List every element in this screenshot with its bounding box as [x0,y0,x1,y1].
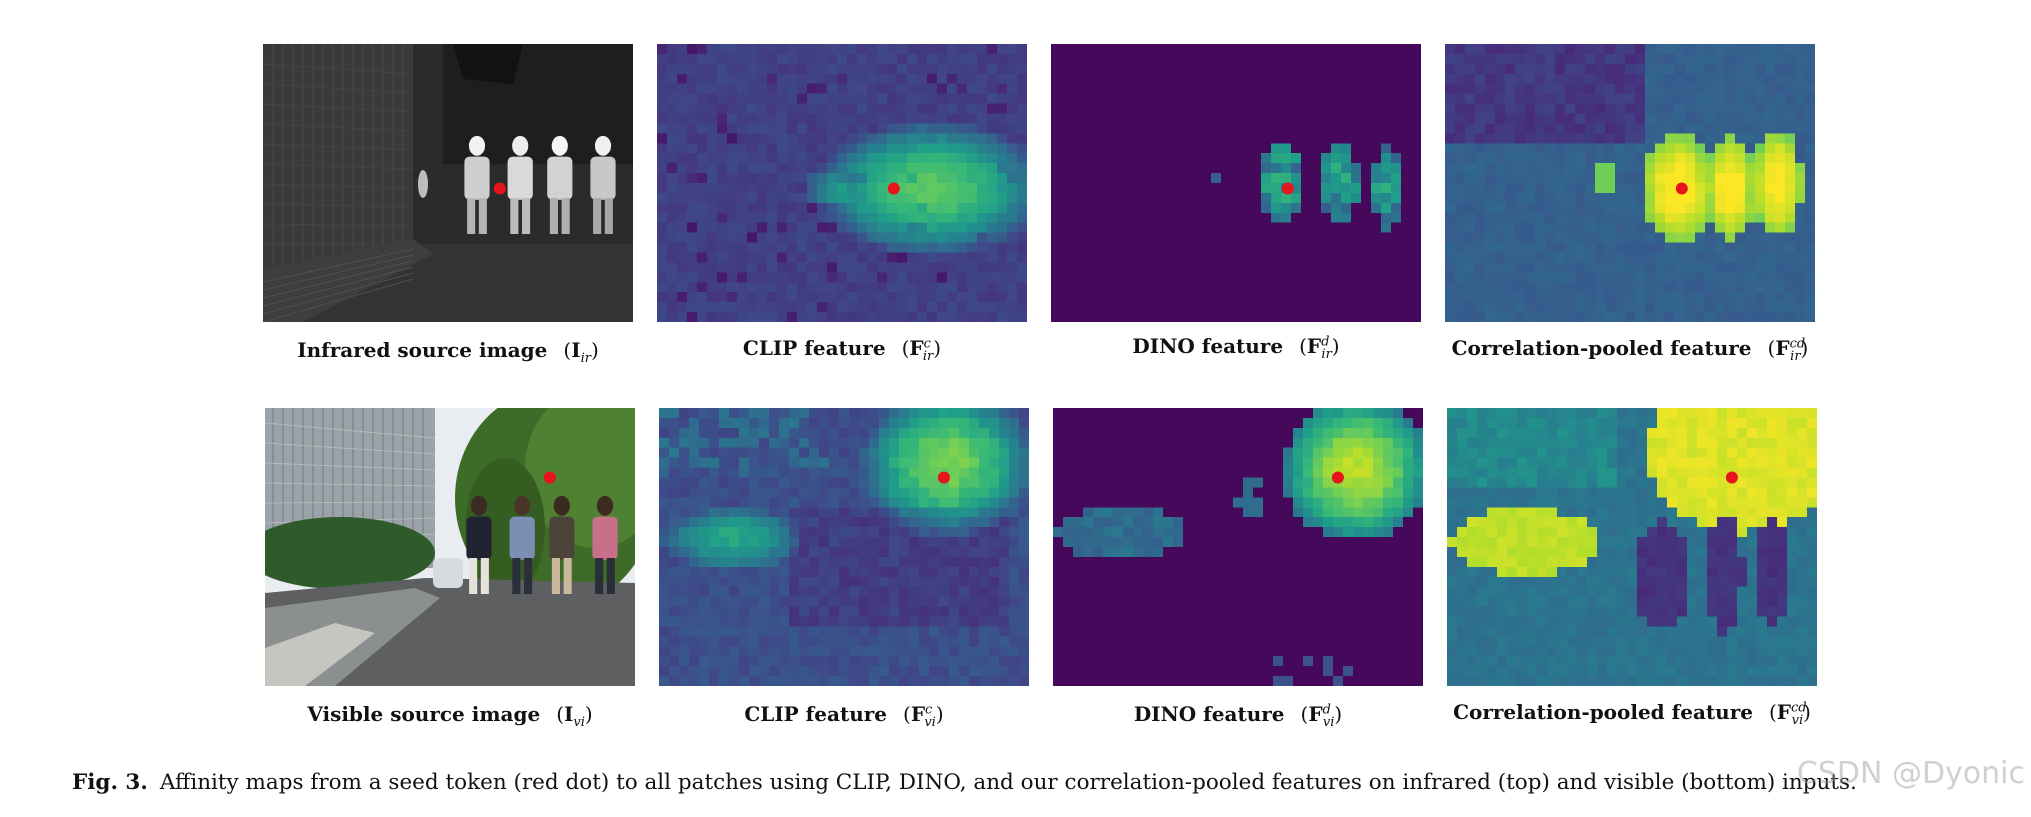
dino-feature-affinity-map-visible [1053,408,1423,686]
dino-feature-affinity-map-infrared [1051,44,1421,322]
caption-correlation-visible: Correlation-pooled feature (Fcdvi) [1453,700,1811,728]
correlation-pooled-affinity-map-infrared [1445,44,1815,322]
clip-feature-affinity-map-infrared [657,44,1027,322]
seed-token-dot [887,182,900,195]
seed-token-dot [1281,182,1294,195]
caption-infrared-source: Infrared source image (Iir) [297,338,599,366]
caption-clip-visible: CLIP feature (Fcvi) [744,702,944,730]
caption-correlation-infrared: Correlation-pooled feature (Fcdir) [1451,336,1809,364]
seed-token-dot [543,471,556,484]
figure-label: Fig. 3. [72,770,148,795]
seed-token-dot [493,182,506,195]
caption-clip-infrared: CLIP feature (Fcir) [742,336,942,364]
seed-token-dot [1725,471,1738,484]
seed-token-dot [1675,182,1688,195]
caption-visible-source: Visible source image (Ivi) [307,702,593,730]
caption-dino-infrared: DINO feature (Fdir) [1132,334,1340,362]
figure-caption: Fig. 3. Affinity maps from a seed token (… [72,770,2012,795]
caption-dino-visible: DINO feature (Fdvi) [1133,702,1343,730]
seed-token-dot [937,471,950,484]
clip-feature-affinity-map-visible [659,408,1029,686]
seed-token-dot [1331,471,1344,484]
correlation-pooled-affinity-map-visible [1447,408,1817,686]
figure-caption-text: Affinity maps from a seed token (red dot… [159,770,1857,795]
visible-source-image [265,408,635,686]
infrared-source-image [263,44,633,322]
watermark: CSDN @Dyonic [1796,756,2025,791]
